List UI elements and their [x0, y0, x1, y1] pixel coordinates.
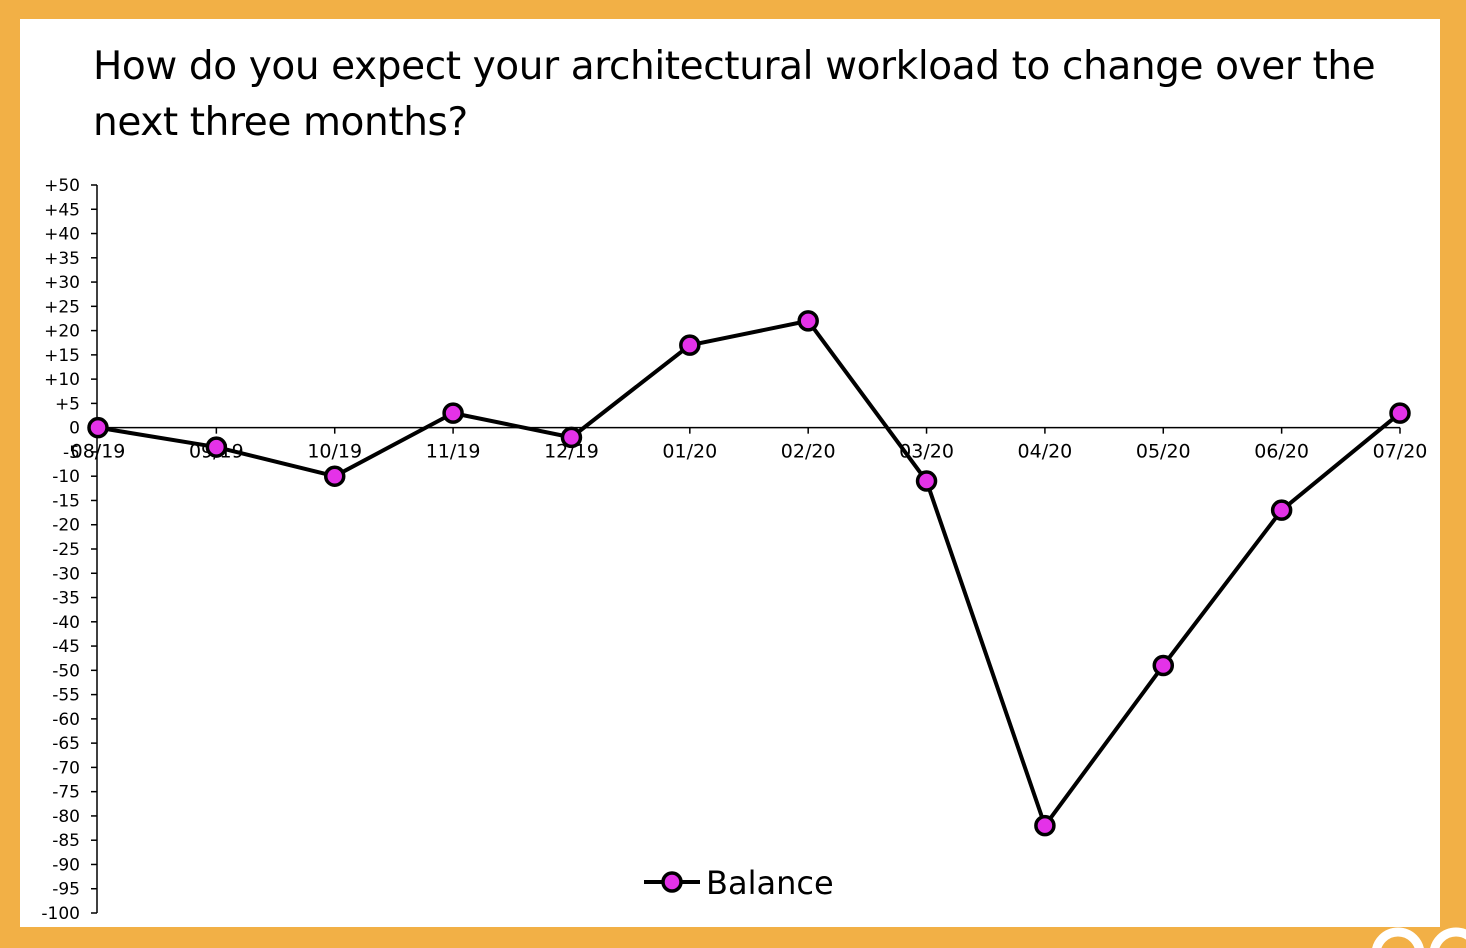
x-tick-label: 07/20 — [1373, 441, 1428, 463]
y-tick-label: +20 — [44, 322, 80, 342]
y-tick-label: -15 — [52, 491, 80, 511]
x-tick-label: 10/19 — [307, 441, 362, 463]
data-point — [205, 436, 228, 458]
y-tick-label: -65 — [52, 734, 80, 754]
y-tick-label: +30 — [44, 273, 80, 293]
y-ticks: +50+45+40+35+30+25+20+15+10+50-5-10-15-2… — [41, 176, 97, 924]
y-tick-label: 0 — [69, 419, 80, 439]
y-tick-label: -35 — [52, 589, 80, 609]
y-tick-label: +10 — [44, 370, 80, 390]
y-tick-label: -20 — [52, 516, 80, 536]
series-line — [97, 318, 1402, 828]
y-tick-label: -70 — [52, 758, 80, 778]
y-tick-label: -30 — [52, 564, 80, 584]
data-point — [797, 310, 819, 332]
x-ticks: 08/1909/1910/1911/1912/1901/2002/2003/20… — [71, 427, 1428, 463]
chart-panel: How do you expect your architectural wor… — [20, 19, 1440, 927]
y-tick-label: -40 — [52, 613, 80, 633]
data-point — [679, 334, 701, 356]
y-tick-label: -5 — [63, 443, 80, 463]
x-tick-label: 02/20 — [781, 441, 836, 463]
x-tick-label: 03/20 — [899, 441, 954, 463]
data-point — [1389, 402, 1411, 424]
y-tick-label: +40 — [44, 225, 80, 245]
y-tick-label: -100 — [41, 904, 80, 924]
x-tick-label: 08/19 — [71, 441, 126, 463]
data-point — [1034, 814, 1056, 837]
x-tick-label: 01/20 — [662, 441, 717, 463]
data-point — [87, 416, 109, 439]
y-tick-label: +5 — [55, 394, 80, 414]
y-tick-label: -45 — [52, 637, 80, 657]
data-point — [323, 465, 346, 487]
y-tick-label: -95 — [52, 880, 80, 900]
y-tick-label: -90 — [52, 855, 80, 875]
corner-decoration — [1372, 927, 1466, 948]
y-tick-label: +25 — [44, 297, 80, 317]
legend: Balance — [644, 864, 834, 902]
axes — [96, 185, 1400, 913]
data-point — [560, 426, 583, 449]
data-point — [1152, 654, 1175, 677]
chart-title: How do you expect your architectural wor… — [93, 44, 1376, 145]
y-tick-label: -85 — [52, 831, 80, 851]
y-tick-label: -75 — [52, 783, 80, 803]
y-tick-label: +15 — [44, 346, 80, 366]
y-tick-label: -10 — [52, 467, 80, 487]
data-point — [1270, 499, 1293, 521]
y-tick-label: -55 — [52, 686, 80, 706]
x-tick-label: 11/19 — [426, 441, 481, 463]
series-layer — [87, 310, 1411, 837]
y-tick-label: -80 — [52, 807, 80, 827]
y-tick-label: -60 — [52, 710, 80, 730]
x-tick-label: 12/19 — [544, 441, 599, 463]
legend-label: Balance — [706, 864, 834, 902]
x-tick-label: 06/20 — [1254, 441, 1309, 463]
legend-marker-swatch — [661, 871, 683, 893]
y-tick-label: -50 — [52, 661, 80, 681]
x-tick-label: 04/20 — [1018, 441, 1073, 463]
x-tick-label: 05/20 — [1136, 441, 1191, 463]
data-point — [442, 402, 464, 424]
y-tick-label: +35 — [44, 249, 80, 269]
y-tick-label: -25 — [52, 540, 80, 560]
data-point — [915, 470, 938, 492]
y-tick-label: +50 — [44, 176, 80, 196]
y-tick-label: +45 — [44, 200, 80, 220]
